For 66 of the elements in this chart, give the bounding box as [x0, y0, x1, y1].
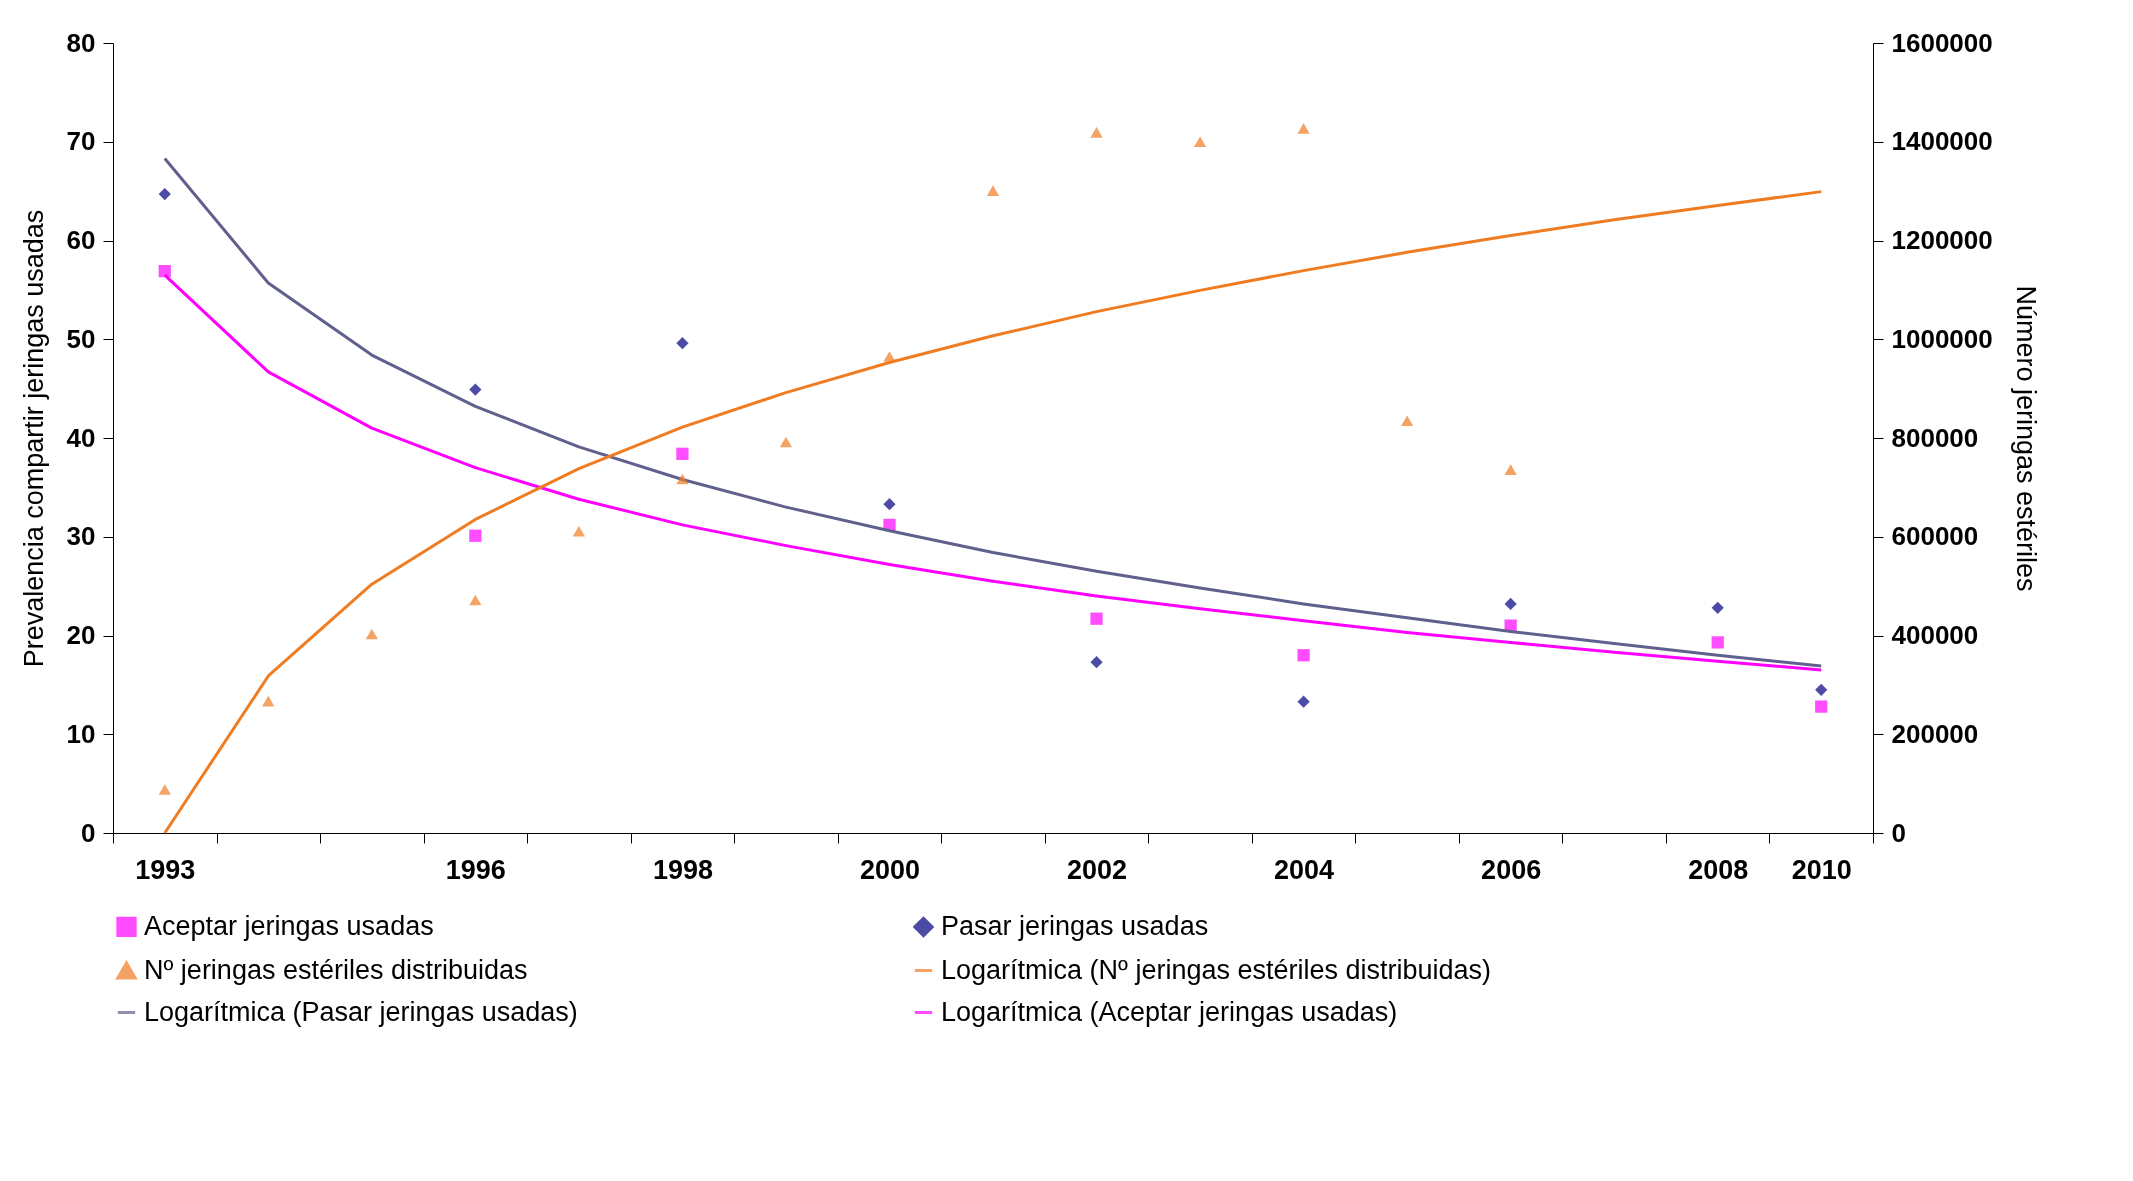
- y2-tick-label: 0: [1891, 817, 1906, 848]
- point: [1090, 656, 1103, 669]
- point: [158, 264, 171, 278]
- point: [1504, 597, 1517, 611]
- y-tick-label: 20: [66, 620, 96, 650]
- point: [1815, 683, 1828, 696]
- line-series: [163, 157, 1823, 668]
- y2-tick-label: 1000000: [1891, 323, 1993, 354]
- y-axis-title: Prevalencia compartir jeringas usadas: [18, 209, 49, 668]
- y-tick-label: 80: [66, 27, 96, 58]
- point: [1711, 636, 1724, 649]
- x-tick-label: 2008: [1688, 854, 1749, 885]
- point: [676, 447, 689, 460]
- y-tick-label: 40: [66, 422, 96, 453]
- legend-label: Logarítmica (Aceptar jeringas usadas): [941, 996, 1398, 1027]
- legend-label: Logarítmica (Pasar jeringas usadas): [144, 996, 578, 1027]
- y-tick-label: 70: [66, 126, 96, 157]
- x-tick-label: 2002: [1066, 854, 1128, 885]
- point: [469, 529, 482, 542]
- x-tick-label: 1998: [652, 854, 713, 885]
- point: [986, 185, 1000, 196]
- point: [676, 473, 689, 485]
- y2-tick-label: 1200000: [1891, 225, 1993, 255]
- y-tick-label: 0: [81, 817, 96, 848]
- x-tick-label: 2004: [1274, 854, 1335, 885]
- x-tick-label: 2010: [1791, 854, 1852, 885]
- point: [469, 594, 482, 606]
- point: [365, 628, 378, 640]
- y-tick-label: 10: [66, 718, 96, 749]
- y-tick-label: 60: [66, 225, 96, 255]
- point: [1193, 136, 1207, 148]
- point: [1711, 601, 1724, 614]
- x-tick-label: 2006: [1481, 854, 1542, 885]
- y2-tick-label: 1600000: [1891, 27, 1993, 58]
- point: [1090, 127, 1103, 138]
- line-series: [163, 190, 1823, 835]
- point: [1504, 464, 1517, 475]
- point: [1297, 695, 1310, 708]
- y-tick-label: 30: [66, 521, 96, 552]
- point: [779, 436, 793, 448]
- point: [1297, 123, 1310, 134]
- x-tick-label: 1993: [135, 854, 196, 885]
- point: [1815, 700, 1828, 713]
- x-tick-label: 2000: [859, 854, 921, 885]
- point: [469, 383, 482, 396]
- legend-label: Pasar jeringas usadas: [941, 910, 1209, 941]
- legend-label: Logarítmica (Nº jeringas estériles distribuidas): [941, 954, 1492, 985]
- point: [883, 498, 896, 511]
- point: [158, 784, 171, 795]
- point: [158, 187, 171, 201]
- y2-tick-label: 600000: [1891, 521, 1979, 552]
- legend-label: Aceptar jeringas usadas: [144, 910, 434, 941]
- x-tick-label: 1996: [445, 854, 506, 885]
- y2-tick-label: 200000: [1891, 718, 1979, 749]
- y2-tick-label: 800000: [1891, 422, 1979, 453]
- y2-tick-label: 400000: [1891, 620, 1979, 650]
- point: [1297, 649, 1310, 662]
- y2-tick-label: 1400000: [1891, 126, 1993, 157]
- point: [1400, 415, 1414, 427]
- point: [262, 695, 275, 707]
- y-tick-label: 50: [66, 323, 96, 354]
- point: [1090, 612, 1103, 625]
- legend-label: Nº jeringas estériles distribuidas: [144, 954, 528, 985]
- point: [572, 526, 586, 537]
- point: [676, 337, 689, 350]
- y2-axis-title: Número jeringas estériles: [2010, 285, 2041, 592]
